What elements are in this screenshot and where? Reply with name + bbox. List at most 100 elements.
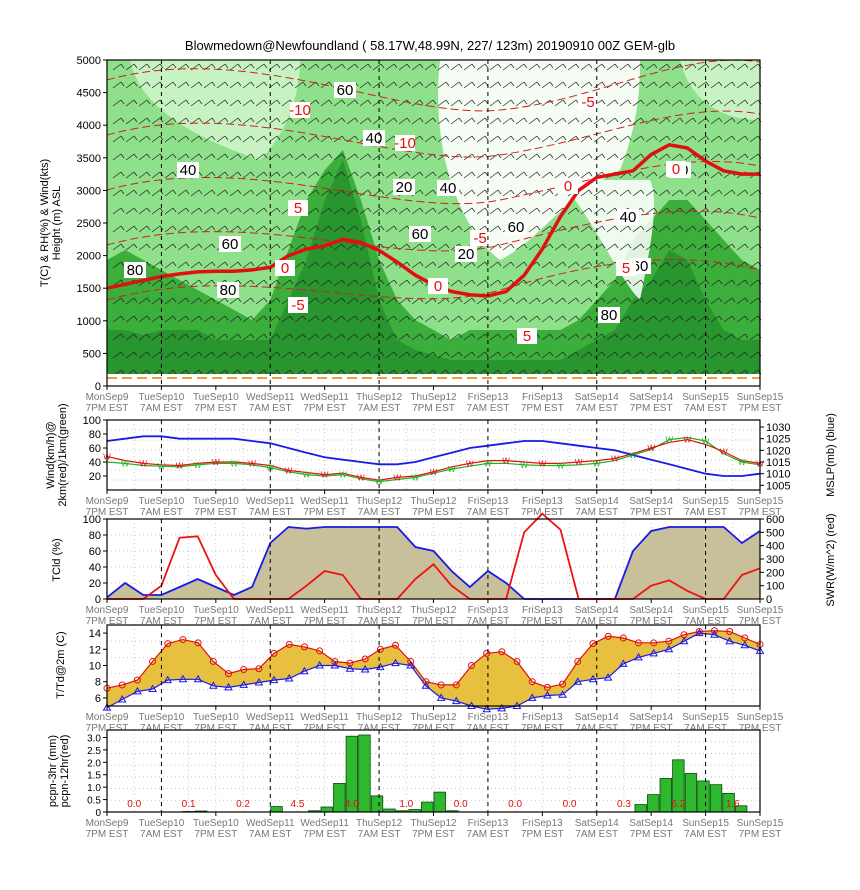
precip-bar — [271, 807, 283, 812]
panel1-ylabel: T(C) & RH(%) & Wind(kts)Height (m) ASL — [39, 159, 63, 287]
panel2-xtick-label-day: FriSep13 — [468, 496, 509, 507]
panel5-ytick-label: 1.0 — [87, 783, 101, 794]
rh-contour-label: 80 — [127, 262, 144, 279]
precip-bar — [698, 781, 710, 812]
wind-2km-marker: W — [248, 459, 256, 468]
panel2-ylabel-line: 2km(red)/1km(green) — [57, 403, 69, 506]
rh-contour-label: 60 — [412, 226, 429, 243]
panel1-xtick-label-day: SatSep14 — [575, 392, 619, 403]
panel5-xtick-label-time: 7PM EST — [739, 829, 782, 840]
panel1-xtick-label-time: 7AM EST — [467, 403, 510, 414]
panel2-xtick-label-time: 7PM EST — [412, 507, 455, 518]
panel1-xtick-label-time: 7AM EST — [358, 403, 401, 414]
panel2-xtick-label-time: 7PM EST — [521, 507, 564, 518]
panel2-ylabel-line: MSLP(mb) (blue) — [825, 413, 837, 497]
temp-contour-label: 0 — [434, 278, 442, 295]
panel4-xtick-label-day: SunSep15 — [737, 712, 784, 723]
wind-1km-marker: W — [412, 473, 420, 482]
panel2-ytick-label: 60 — [89, 443, 101, 455]
wind-1km-marker: W — [666, 436, 674, 445]
panel4-xtick-label-day: TueSep10 — [193, 712, 239, 723]
panel1-xtick-label-day: MonSep9 — [86, 392, 129, 403]
panel1-xtick-label-day: ThuSep12 — [410, 392, 457, 403]
wind-2km-marker: W — [393, 473, 401, 482]
panel2-xtick-label-day: ThuSep12 — [410, 496, 457, 507]
temp-contour-label: -5 — [581, 94, 594, 111]
panel1-ytick-label: 4000 — [77, 120, 101, 132]
panel5-xtick-label-time: 7AM EST — [575, 829, 618, 840]
precip-bar — [660, 778, 672, 812]
panel4-ylabel-line: T/Td@2m (C) — [55, 631, 67, 698]
pcpn-12hr-label: 0.0 — [454, 799, 468, 810]
panel3-ylabel-line: SWR(W/m^2) (red) — [825, 513, 837, 606]
pcpn-12hr-label: 6.2 — [671, 799, 685, 810]
panel1-xtick-label-day: SunSep15 — [737, 392, 784, 403]
precip-bar — [371, 796, 383, 812]
panel2-ytick-label: 100 — [83, 415, 101, 427]
precip-bar — [321, 807, 333, 812]
panel1-ytick-label: 2500 — [77, 218, 101, 230]
wind-1km-marker: W — [557, 462, 565, 471]
wind-1km-marker: W — [629, 451, 637, 460]
panel4-xtick-label-day: SatSep14 — [629, 712, 673, 723]
panel3-xtick-label-day: SatSep14 — [629, 605, 673, 616]
panel5-ytick-label: 1.5 — [87, 771, 101, 782]
wind-2km-marker: W — [430, 468, 438, 477]
panel5-xtick-label-day: WedSep11 — [246, 818, 295, 829]
panel2-xtick-label-time: 7PM EST — [194, 507, 237, 518]
panel2-ytick-label: 40 — [89, 457, 101, 469]
panel5-xtick-label-time: 7AM EST — [140, 829, 183, 840]
panel1-xtick-label-day: SatSep14 — [629, 392, 673, 403]
panel3-y2tick-label: 100 — [766, 581, 784, 593]
panel5-xtick-label-day: SatSep14 — [575, 818, 619, 829]
panel3-ylabel-line: TCld (%) — [51, 538, 63, 581]
panel2-xtick-label-time: 7AM EST — [140, 507, 183, 518]
panel5-xtick-label-time: 7PM EST — [194, 829, 237, 840]
panel2-xtick-label-day: SunSep15 — [682, 496, 729, 507]
panel1-ytick-label: 4500 — [77, 88, 101, 100]
panel2-xtick-label-time: 7AM EST — [467, 507, 510, 518]
panel3-ytick-label: 0 — [95, 594, 101, 606]
panel2-y2tick-label: 1030 — [766, 422, 790, 434]
panel5-xtick-label-day: TueSep10 — [193, 818, 239, 829]
panel4-ytick-label: 8 — [95, 677, 101, 689]
panel1-xtick-label-day: WedSep11 — [246, 392, 295, 403]
temp-contour-label: -5 — [473, 230, 486, 247]
panel4-ytick-label: 10 — [89, 661, 101, 673]
panel4-ylabel: T/Td@2m (C) — [55, 631, 67, 698]
pcpn-12hr-label: 0.2 — [236, 799, 250, 810]
panel2-xtick-label-time: 7AM EST — [575, 507, 618, 518]
panel5-xtick-label-day: FriSep13 — [468, 818, 509, 829]
wind-1km-marker: W — [230, 459, 238, 468]
precip-bar — [635, 805, 647, 812]
panel5-xtick-label-time: 7PM EST — [521, 829, 564, 840]
wind-1km-marker: W — [339, 471, 347, 480]
panel1-xtick-label-time: 7PM EST — [86, 403, 129, 414]
panel4-xtick-label-day: WedSep11 — [246, 712, 295, 723]
panel1-ytick-label: 1500 — [77, 283, 101, 295]
panel1-ytick-label: 3500 — [77, 153, 101, 165]
panel3-xtick-label-day: TueSep10 — [193, 605, 239, 616]
rh-contour-label: 80 — [220, 282, 237, 299]
wind-1km-marker: W — [702, 437, 710, 446]
panel3-xtick-label-day: ThuSep12 — [356, 605, 403, 616]
panel2-xtick-label-day: FriSep13 — [522, 496, 563, 507]
temp-contour-label: 5 — [523, 328, 531, 345]
panel1-xtick-label-time: 7AM EST — [575, 403, 618, 414]
wind-2km-marker: W — [139, 459, 147, 468]
panel3-y2tick-label: 500 — [766, 527, 784, 539]
panel3-y2tick-label: 300 — [766, 554, 784, 566]
rh-contour-label: 60 — [337, 82, 354, 99]
panel2-xtick-label-time: 7PM EST — [303, 507, 346, 518]
precip-bar — [421, 802, 433, 812]
panel1-ytick-label: 500 — [83, 348, 101, 360]
panel5-xtick-label-time: 7AM EST — [684, 829, 727, 840]
panel2-xtick-label-day: SunSep15 — [737, 496, 784, 507]
wind-2km-marker: W — [647, 444, 655, 453]
panel3-ytick-label: 20 — [89, 578, 101, 590]
rh-contour-label: 40 — [440, 180, 457, 197]
wind-2km-marker: W — [611, 455, 619, 464]
pcpn-12hr-label: 0.0 — [563, 799, 577, 810]
temp-contour-label: 0 — [281, 260, 289, 277]
panel5-ytick-label: 3.0 — [87, 733, 101, 744]
